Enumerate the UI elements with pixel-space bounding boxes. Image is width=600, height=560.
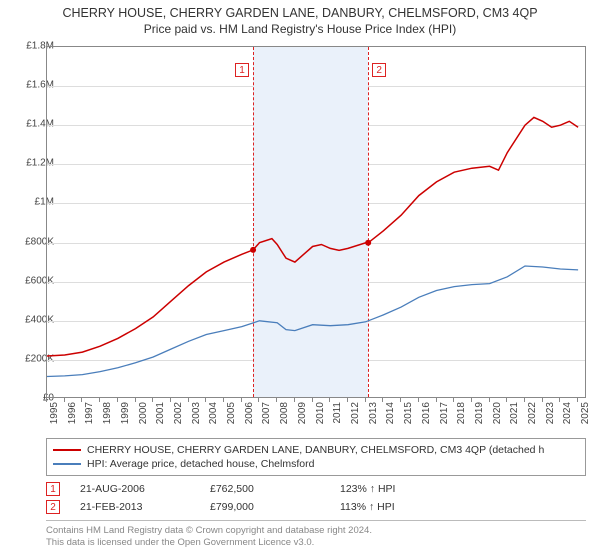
x-axis-label: 2009 xyxy=(297,402,308,432)
footer-line-2: This data is licensed under the Open Gov… xyxy=(46,537,586,549)
x-axis-label: 2005 xyxy=(226,402,237,432)
x-axis-label: 2017 xyxy=(439,402,450,432)
legend-label-2: HPI: Average price, detached house, Chel… xyxy=(87,458,314,470)
x-axis-label: 2020 xyxy=(492,402,503,432)
footer-line-1: Contains HM Land Registry data © Crown c… xyxy=(46,525,586,537)
x-axis-label: 2003 xyxy=(191,402,202,432)
title-line-1: CHERRY HOUSE, CHERRY GARDEN LANE, DANBUR… xyxy=(0,0,600,20)
x-axis-label: 1998 xyxy=(102,402,113,432)
x-axis-label: 2023 xyxy=(545,402,556,432)
sale-marker-1: 1 xyxy=(235,63,249,77)
transaction-hpi-2: 113% ↑ HPI xyxy=(340,501,460,513)
transaction-marker-1: 1 xyxy=(46,482,60,496)
x-axis-label: 2018 xyxy=(456,402,467,432)
x-axis-label: 1997 xyxy=(84,402,95,432)
x-axis-label: 2006 xyxy=(244,402,255,432)
transaction-row-1: 1 21-AUG-2006 £762,500 123% ↑ HPI xyxy=(46,480,586,498)
x-axis-label: 1999 xyxy=(120,402,131,432)
x-axis-label: 2002 xyxy=(173,402,184,432)
x-axis-label: 2016 xyxy=(421,402,432,432)
x-axis-label: 2021 xyxy=(509,402,520,432)
x-axis-label: 2011 xyxy=(332,402,343,432)
chart-plot-area: 1 2 xyxy=(46,46,586,398)
x-axis-label: 2004 xyxy=(208,402,219,432)
x-axis-label: 2001 xyxy=(155,402,166,432)
legend-swatch-1 xyxy=(53,449,81,451)
x-axis-label: 1995 xyxy=(49,402,60,432)
transaction-date-2: 21-FEB-2013 xyxy=(80,501,210,513)
x-axis-label: 2014 xyxy=(385,402,396,432)
x-axis-label: 1996 xyxy=(67,402,78,432)
title-line-2: Price paid vs. HM Land Registry's House … xyxy=(0,20,600,40)
x-axis-label: 2024 xyxy=(562,402,573,432)
x-axis-label: 2007 xyxy=(261,402,272,432)
transaction-marker-2: 2 xyxy=(46,500,60,514)
x-axis-label: 2022 xyxy=(527,402,538,432)
x-axis-label: 2008 xyxy=(279,402,290,432)
x-axis-label: 2019 xyxy=(474,402,485,432)
transaction-price-2: £799,000 xyxy=(210,501,340,513)
transaction-row-2: 2 21-FEB-2013 £799,000 113% ↑ HPI xyxy=(46,498,586,516)
chart-lines xyxy=(47,47,587,399)
x-axis-label: 2015 xyxy=(403,402,414,432)
x-axis-label: 2025 xyxy=(580,402,591,432)
x-axis-label: 2010 xyxy=(315,402,326,432)
x-axis-label: 2012 xyxy=(350,402,361,432)
transactions-table: 1 21-AUG-2006 £762,500 123% ↑ HPI 2 21-F… xyxy=(46,480,586,516)
x-axis-label: 2013 xyxy=(368,402,379,432)
legend-row-1: CHERRY HOUSE, CHERRY GARDEN LANE, DANBUR… xyxy=(53,443,579,457)
transaction-hpi-1: 123% ↑ HPI xyxy=(340,483,460,495)
legend-row-2: HPI: Average price, detached house, Chel… xyxy=(53,457,579,471)
sale-marker-2: 2 xyxy=(372,63,386,77)
footer-attribution: Contains HM Land Registry data © Crown c… xyxy=(46,520,586,550)
transaction-date-1: 21-AUG-2006 xyxy=(80,483,210,495)
legend-box: CHERRY HOUSE, CHERRY GARDEN LANE, DANBUR… xyxy=(46,438,586,476)
transaction-price-1: £762,500 xyxy=(210,483,340,495)
legend-label-1: CHERRY HOUSE, CHERRY GARDEN LANE, DANBUR… xyxy=(87,444,544,456)
x-axis-label: 2000 xyxy=(138,402,149,432)
legend-swatch-2 xyxy=(53,463,81,465)
